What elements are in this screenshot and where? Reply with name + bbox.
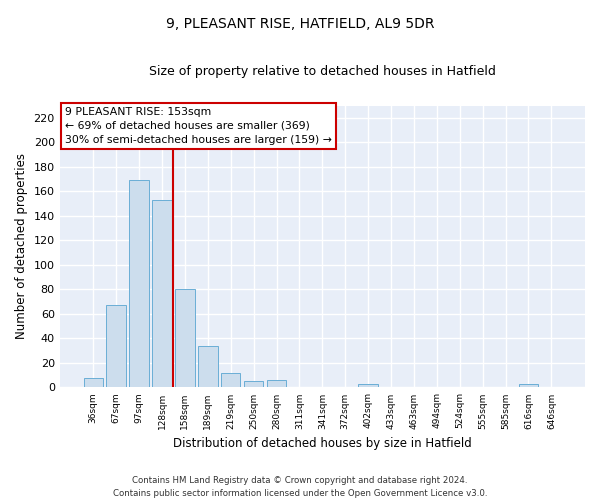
Text: 9, PLEASANT RISE, HATFIELD, AL9 5DR: 9, PLEASANT RISE, HATFIELD, AL9 5DR <box>166 18 434 32</box>
X-axis label: Distribution of detached houses by size in Hatfield: Distribution of detached houses by size … <box>173 437 472 450</box>
Bar <box>198 346 218 388</box>
Bar <box>106 306 126 388</box>
Text: Contains HM Land Registry data © Crown copyright and database right 2024.
Contai: Contains HM Land Registry data © Crown c… <box>113 476 487 498</box>
Bar <box>244 382 263 388</box>
Bar <box>175 290 194 388</box>
Title: Size of property relative to detached houses in Hatfield: Size of property relative to detached ho… <box>149 65 496 78</box>
Bar <box>130 180 149 388</box>
Bar <box>358 384 378 388</box>
Y-axis label: Number of detached properties: Number of detached properties <box>15 154 28 340</box>
Bar <box>83 378 103 388</box>
Text: 9 PLEASANT RISE: 153sqm
← 69% of detached houses are smaller (369)
30% of semi-d: 9 PLEASANT RISE: 153sqm ← 69% of detache… <box>65 107 332 145</box>
Bar <box>221 372 241 388</box>
Bar <box>152 200 172 388</box>
Bar <box>267 380 286 388</box>
Bar <box>519 384 538 388</box>
